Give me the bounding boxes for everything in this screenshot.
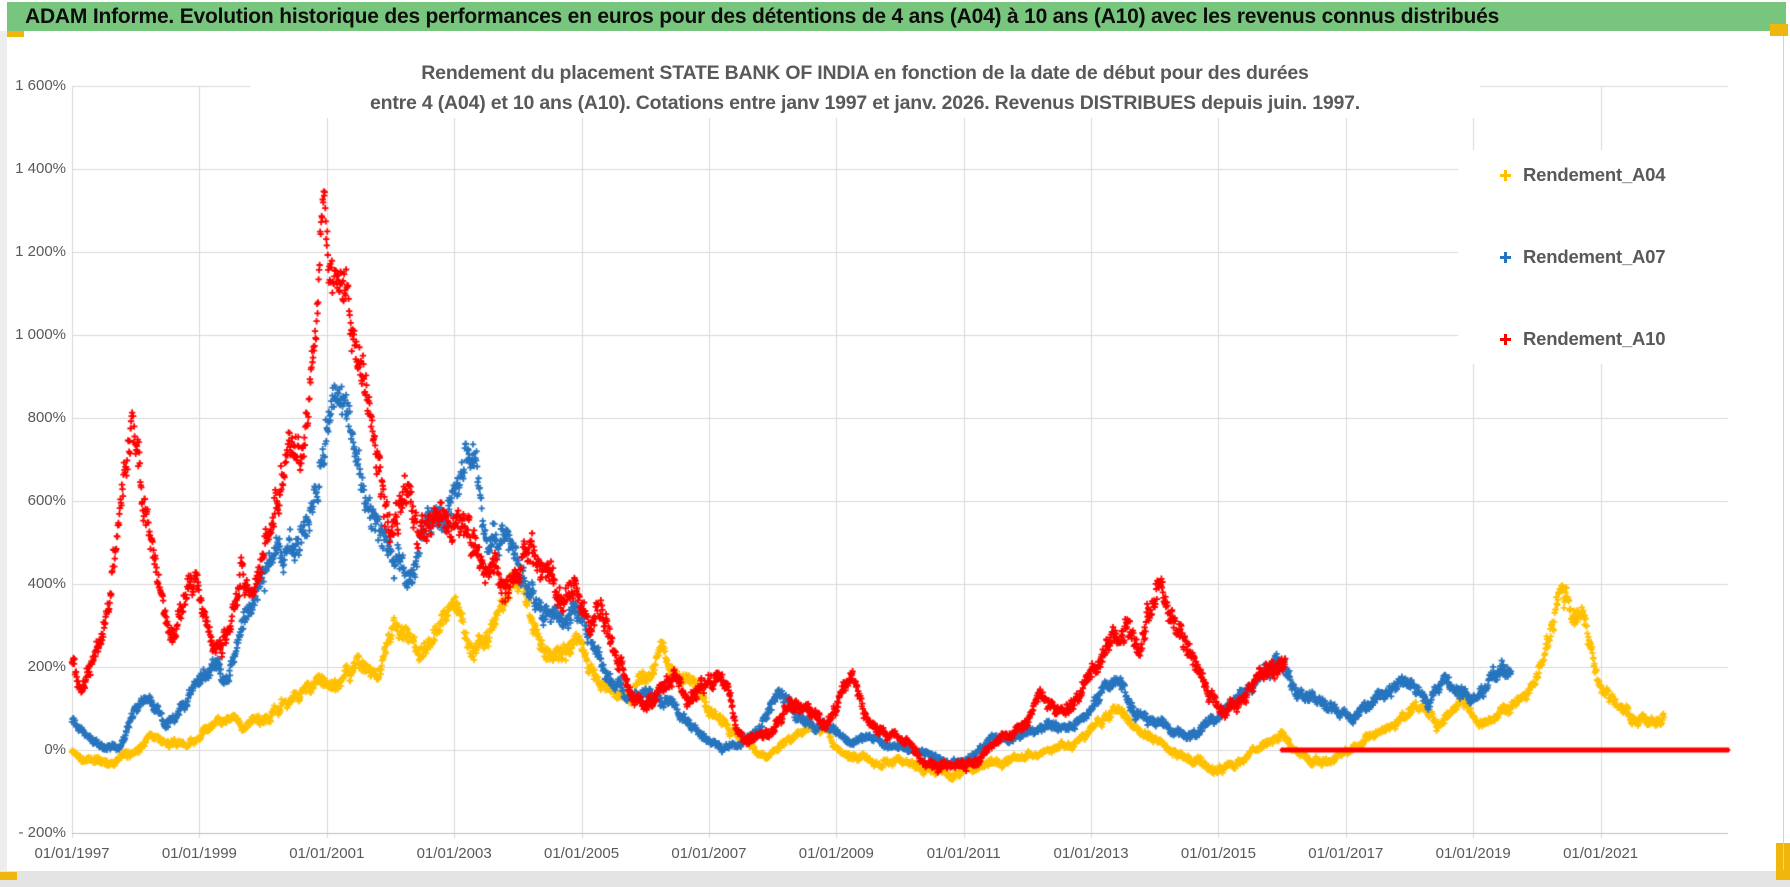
- plus-marker-icon-a04: [1500, 169, 1511, 181]
- y-axis-tick-label: 600%: [27, 492, 66, 509]
- y-axis-tick-label: 200%: [27, 658, 66, 675]
- y-axis-tick-label: 0%: [44, 741, 66, 758]
- x-axis-tick-label: 01/01/2021: [1563, 845, 1639, 862]
- y-axis-tick-label: 1 200%: [15, 243, 66, 260]
- x-axis-tick-label: 01/01/2007: [671, 845, 747, 862]
- x-axis-tick-label: 01/01/2009: [798, 845, 874, 862]
- x-axis-tick-label: 01/01/2015: [1180, 845, 1256, 862]
- legend-item-label: Rendement_A04: [1523, 164, 1666, 185]
- y-axis-tick-label: 1 600%: [15, 77, 66, 94]
- x-axis-tick-label: 01/01/2001: [289, 845, 365, 862]
- y-axis-tick-label: 1 000%: [15, 326, 66, 343]
- chart-title: Rendement du placement STATE BANK OF IND…: [250, 58, 1480, 118]
- x-axis-tick-label: 01/01/2017: [1308, 845, 1384, 862]
- x-axis-tick-label: 01/01/1997: [34, 845, 110, 862]
- plus-marker-icon-a10: [1500, 333, 1511, 345]
- chart-legend: Rendement_A04 Rendement_A07 Rendement_A10: [1458, 150, 1730, 364]
- legend-item-a04[interactable]: Rendement_A04: [1500, 164, 1730, 186]
- x-axis-tick-label: 01/01/1999: [161, 845, 237, 862]
- legend-item-label: Rendement_A07: [1523, 246, 1666, 267]
- plus-marker-icon-a07: [1500, 251, 1511, 263]
- x-axis-tick-label: 01/01/2003: [416, 845, 492, 862]
- x-axis-tick-label: 01/01/2019: [1435, 845, 1511, 862]
- chart-title-line2: entre 4 (A04) et 10 ans (A10). Cotations…: [369, 92, 1361, 114]
- legend-item-a07[interactable]: Rendement_A07: [1500, 246, 1730, 268]
- x-axis-tick-label: 01/01/2005: [543, 845, 620, 862]
- y-axis-tick-label: 800%: [27, 409, 66, 426]
- legend-item-label: Rendement_A10: [1523, 328, 1666, 349]
- legend-item-a10[interactable]: Rendement_A10: [1500, 328, 1730, 350]
- x-axis-tick-label: 01/01/2013: [1053, 845, 1129, 862]
- x-axis-tick-label: 01/01/2011: [926, 845, 1001, 862]
- y-axis-tick-label: 400%: [27, 575, 66, 592]
- chart-title-line1: Rendement du placement STATE BANK OF IND…: [421, 62, 1309, 84]
- y-axis-tick-label: - 200%: [18, 824, 66, 841]
- y-axis-tick-label: 1 400%: [15, 160, 66, 177]
